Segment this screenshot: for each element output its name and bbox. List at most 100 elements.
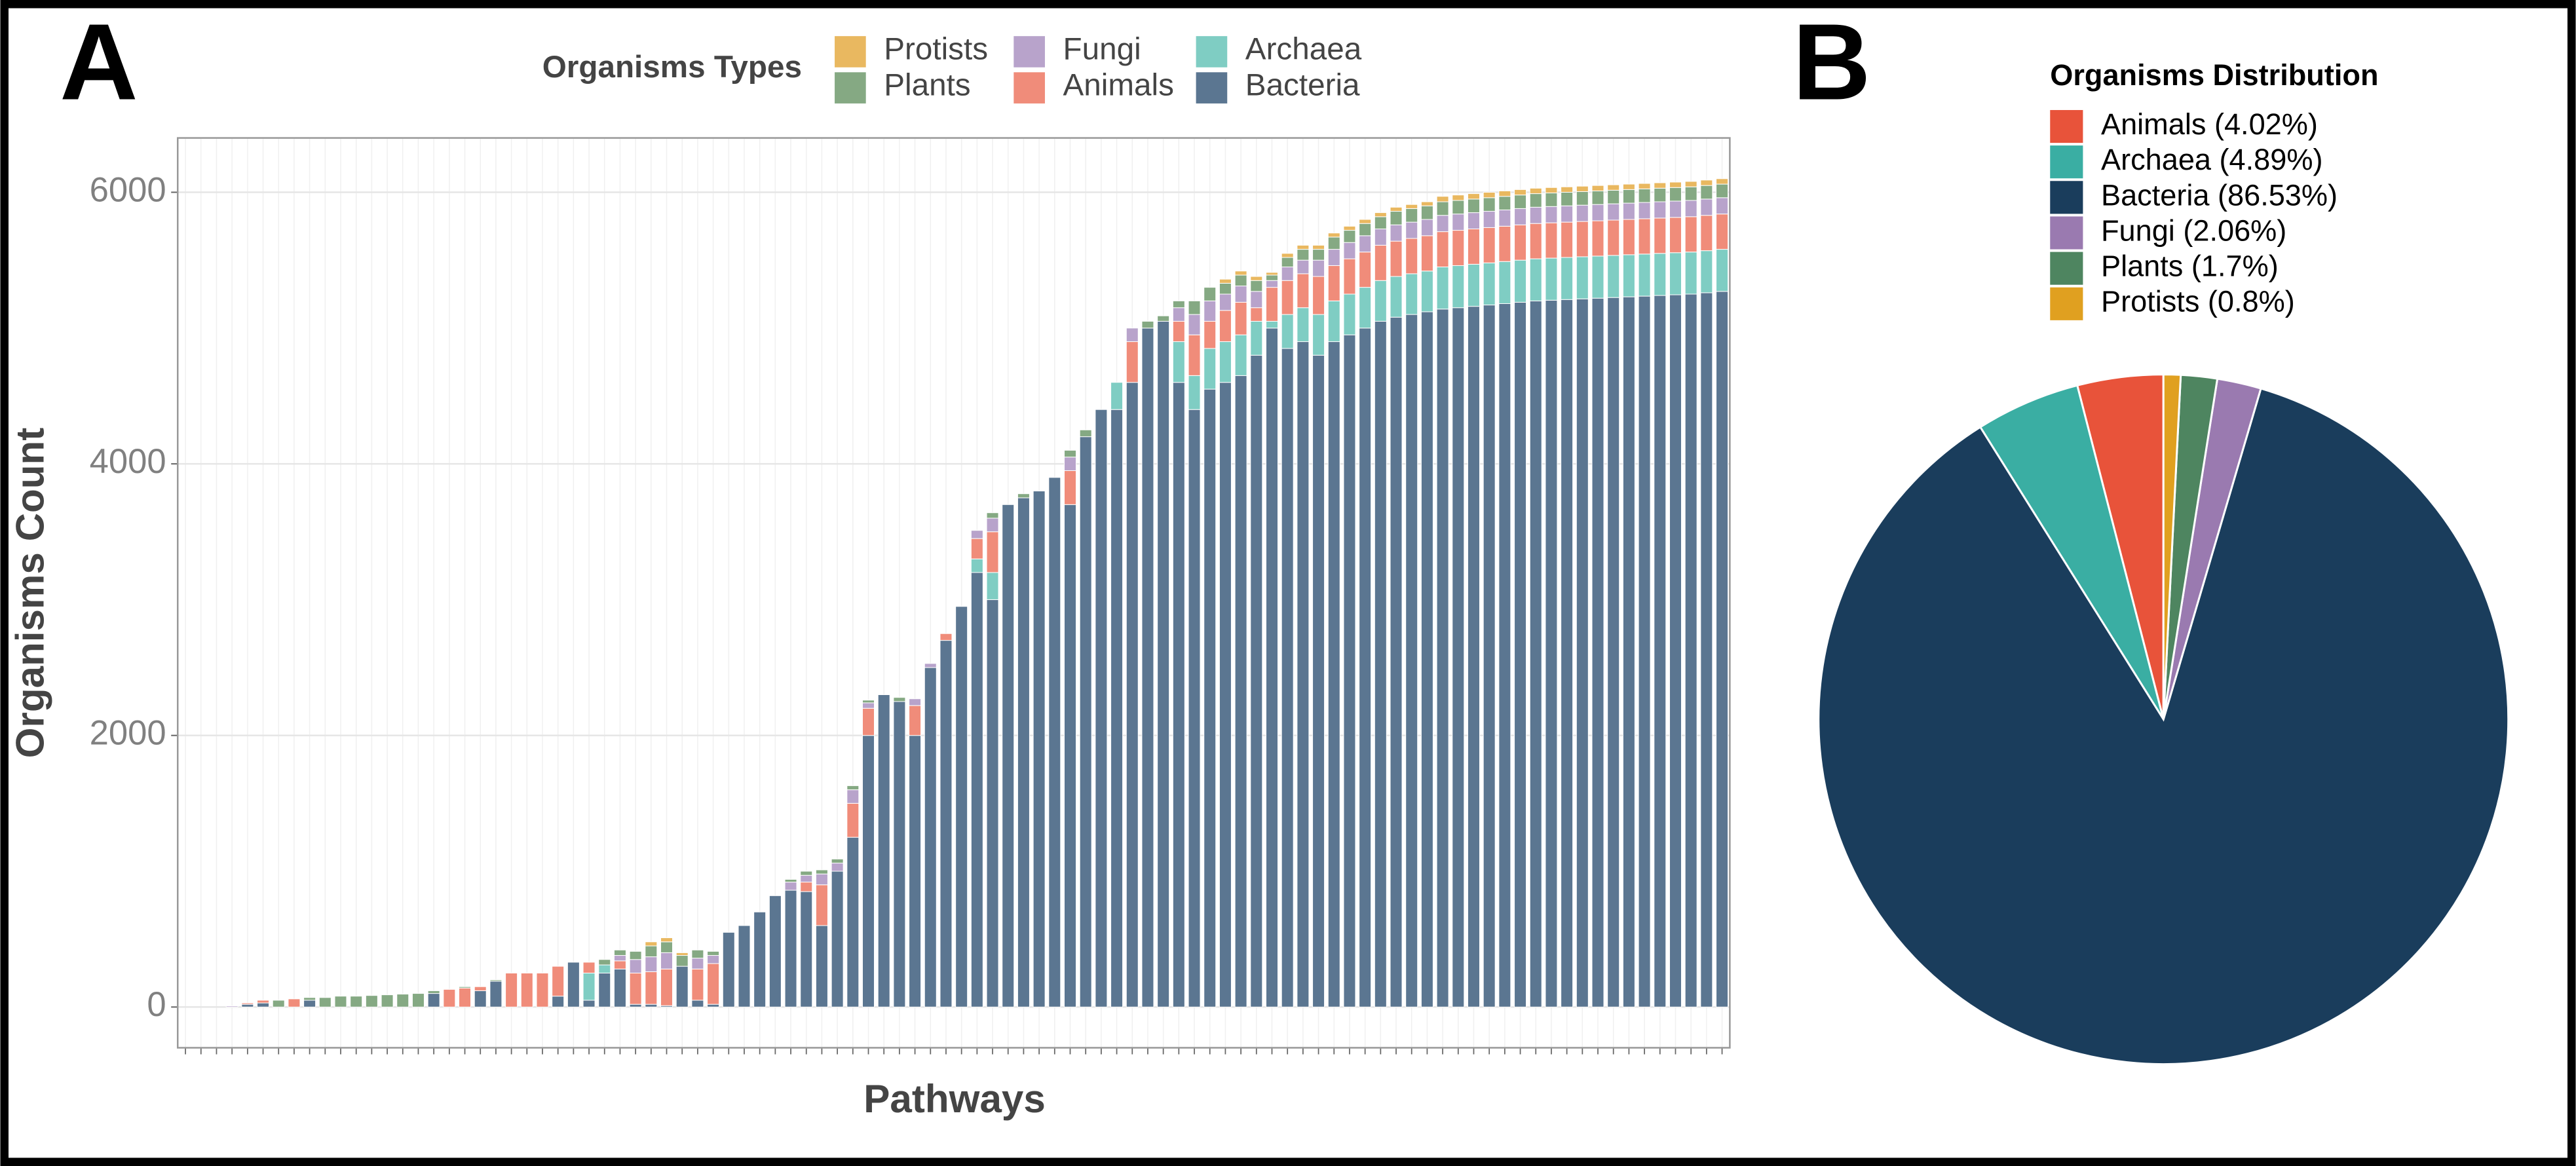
y-tick-label: 4000 xyxy=(90,442,166,481)
bar-segment xyxy=(1716,183,1729,198)
bar-segment xyxy=(536,972,549,1007)
bar-segment xyxy=(1452,195,1465,201)
bar-segment xyxy=(1576,191,1589,206)
bar-segment xyxy=(1498,225,1511,262)
bar-segment xyxy=(1063,470,1077,505)
bar-segment xyxy=(1172,341,1185,383)
bar-segment xyxy=(350,996,363,1007)
bar-segment xyxy=(660,968,673,1006)
bar-segment xyxy=(1405,314,1418,1007)
legend-swatch xyxy=(1013,72,1045,103)
legend-swatch xyxy=(2050,181,2083,214)
bar-segment xyxy=(675,952,689,956)
bar-segment xyxy=(1063,457,1077,471)
bar-segment xyxy=(1591,297,1604,1007)
bar-segment xyxy=(1281,348,1294,1007)
bar-segment xyxy=(1126,341,1139,383)
bar-segment xyxy=(1110,409,1124,1007)
bar-segment xyxy=(893,701,906,1007)
legend-swatch xyxy=(835,36,866,67)
panel-label: B xyxy=(1792,2,1871,123)
bar-segment xyxy=(396,994,409,1007)
legend-label: Protists (0.8%) xyxy=(2101,285,2295,318)
bar-segment xyxy=(1452,265,1465,309)
bar-segment xyxy=(1622,189,1635,204)
bar-segment xyxy=(800,871,813,876)
bar-segment xyxy=(909,735,922,1007)
bar-segment xyxy=(1498,190,1511,197)
bar-segment xyxy=(831,858,844,864)
bar-segment xyxy=(1576,221,1589,257)
bar-segment xyxy=(1359,287,1372,329)
bar-segment xyxy=(1312,259,1325,277)
bar-segment xyxy=(1297,307,1310,343)
bar-segment xyxy=(986,572,999,600)
bar-segment xyxy=(1638,295,1651,1007)
y-tick-label: 6000 xyxy=(90,170,166,209)
bar-segment xyxy=(1048,477,1061,1007)
bar-segment xyxy=(1700,292,1713,1007)
bar-segment xyxy=(1684,186,1697,201)
bar-segment xyxy=(1359,252,1372,288)
bar-segment xyxy=(1514,301,1527,1007)
bar-segment xyxy=(1654,217,1667,254)
bar-segment xyxy=(1452,214,1465,231)
bar-segment xyxy=(1669,187,1682,202)
bar-segment xyxy=(1203,300,1217,322)
bar-segment xyxy=(489,981,502,1007)
bar-segment xyxy=(1032,491,1046,1007)
bar-segment xyxy=(986,599,999,1007)
bar-segment xyxy=(1017,493,1030,498)
legend-title: Organisms Types xyxy=(542,50,802,85)
bar-segment xyxy=(1390,240,1403,277)
bar-segment xyxy=(1203,320,1217,349)
bar-segment xyxy=(1063,504,1077,1007)
bar-segment xyxy=(1436,231,1449,268)
bar-segment xyxy=(1250,320,1263,356)
bar-segment xyxy=(986,531,999,573)
bar-segment xyxy=(768,895,782,1007)
bar-segment xyxy=(1234,301,1247,335)
bar-segment xyxy=(1498,261,1511,304)
bar-segment xyxy=(1514,208,1527,225)
bar-segment xyxy=(1327,233,1340,238)
bar-segment xyxy=(567,962,580,1007)
bar-segment xyxy=(1669,252,1682,295)
bar-segment xyxy=(1607,189,1620,204)
bar-segment xyxy=(365,995,378,1007)
bar-segment xyxy=(1483,197,1496,212)
bar-segment xyxy=(1591,255,1604,299)
bar-segment xyxy=(257,1002,270,1007)
bar-segment xyxy=(1265,287,1278,322)
bar-segment xyxy=(582,972,596,1001)
bar-segment xyxy=(1281,267,1294,281)
bar-segment xyxy=(1529,206,1542,224)
bar-segment xyxy=(1219,293,1232,311)
bar-segment xyxy=(1483,192,1496,198)
bar-segment xyxy=(1234,274,1247,287)
bar-segment xyxy=(815,884,828,926)
bar-segment xyxy=(1359,223,1372,236)
bar-segment xyxy=(675,955,689,967)
bar-segment xyxy=(1529,193,1542,208)
bar-segment xyxy=(598,964,611,973)
bar-segment xyxy=(1576,204,1589,222)
bar-segment xyxy=(1638,218,1651,255)
bar-segment xyxy=(1343,242,1356,259)
bar-segment xyxy=(675,966,689,1007)
bar-segment xyxy=(1265,320,1278,329)
bar-segment xyxy=(1576,185,1589,192)
bar-segment xyxy=(753,911,767,1007)
bar-segment xyxy=(1312,249,1325,261)
bar-segment xyxy=(1172,300,1185,309)
bar-segment xyxy=(1312,314,1325,356)
bar-segment xyxy=(1514,189,1527,196)
bar-segment xyxy=(1297,244,1310,250)
bar-segment xyxy=(1405,208,1418,223)
bar-segment xyxy=(815,925,828,1007)
bar-segment xyxy=(613,968,626,1007)
bar-segment xyxy=(846,802,860,838)
bar-segment xyxy=(645,945,658,958)
bar-segment xyxy=(1622,202,1635,220)
bar-segment xyxy=(1700,215,1713,252)
